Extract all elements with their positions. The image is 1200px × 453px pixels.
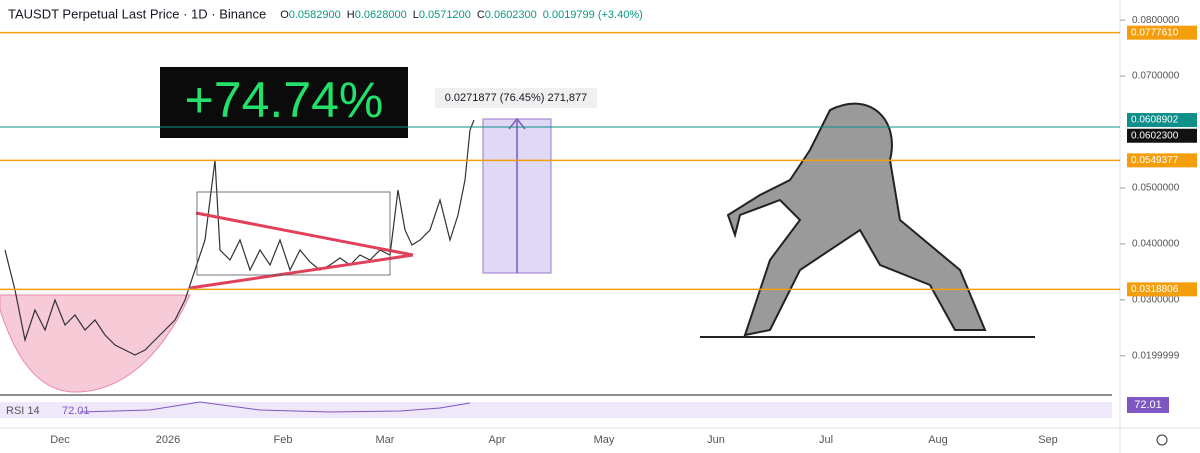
y-tick-label: 0.0300000 xyxy=(1132,295,1180,306)
measure-arrowhead xyxy=(508,117,526,130)
ohlc-key: H xyxy=(347,9,355,21)
range-box xyxy=(196,191,391,276)
x-tick-label: May xyxy=(594,434,615,446)
y-tick-label: 0.0199999 xyxy=(1132,350,1180,361)
x-tick-label: Aug xyxy=(928,434,948,446)
ohlc-key: C xyxy=(477,9,485,21)
rsi-tag: 72.01 xyxy=(1134,399,1162,411)
y-tick-label: 0.0800000 xyxy=(1132,15,1180,26)
measure-label: 0.0271877 (76.45%) 271,877 xyxy=(445,92,588,104)
rsi-line xyxy=(79,401,471,413)
x-tick-label: Feb xyxy=(274,434,293,446)
price-tag: 0.0318806 xyxy=(1131,284,1179,295)
symbol-title: TAUSDT Perpetual Last Price · 1D · Binan… xyxy=(8,6,266,21)
settings-button[interactable] xyxy=(1156,434,1168,446)
price-tag-bg xyxy=(1127,25,1197,40)
gain-annotation: +74.74% xyxy=(185,72,384,128)
x-tick-label: Sep xyxy=(1038,434,1058,446)
ohlc-value: 0.0602300 xyxy=(485,9,537,21)
price-tag: 0.0608902 xyxy=(1131,115,1179,126)
ohlc-value: 0.0628000 xyxy=(355,9,407,21)
triangle-lower xyxy=(189,253,414,290)
annotation-box xyxy=(160,67,408,138)
cup-pattern xyxy=(0,294,191,393)
ohlc-value: 0.0582900 xyxy=(289,9,341,21)
y-tick-label: 0.0700000 xyxy=(1132,71,1180,82)
rsi-band xyxy=(0,402,1112,418)
x-tick-label: Mar xyxy=(376,434,395,446)
ohlc-key: O xyxy=(280,9,289,21)
price-tag-bg xyxy=(1127,128,1197,143)
price-path xyxy=(4,119,475,356)
rsi-label: RSI 14 xyxy=(6,405,40,417)
price-tag-bg xyxy=(1127,282,1197,297)
y-tick-label: 0.0500000 xyxy=(1132,183,1180,194)
price-tag: 0.0777610 xyxy=(1131,27,1179,38)
price-tag: 0.0602300 xyxy=(1131,130,1179,141)
x-tick-label: Jun xyxy=(707,434,725,446)
x-tick-label: Apr xyxy=(488,434,505,446)
y-tick-label: 0.0400000 xyxy=(1132,239,1180,250)
measure-label-box xyxy=(435,88,597,108)
x-tick-label: Jul xyxy=(819,434,833,446)
price-tag-bg xyxy=(1127,113,1197,128)
price-change: 0.0019799 (+3.40%) xyxy=(543,9,643,21)
triangle-upper xyxy=(195,211,414,257)
rsi-value: 72.01 xyxy=(62,405,90,417)
x-tick-label: 2026 xyxy=(156,434,180,446)
price-tag-bg xyxy=(1127,153,1197,168)
price-tag: 0.0549377 xyxy=(1131,155,1179,166)
x-tick-label: Dec xyxy=(50,434,70,446)
ohlc-value: 0.0571200 xyxy=(419,9,471,21)
rsi-tag-bg xyxy=(1127,397,1169,413)
fighter-illustration xyxy=(700,102,1035,338)
ohlc-key: L xyxy=(413,9,419,21)
